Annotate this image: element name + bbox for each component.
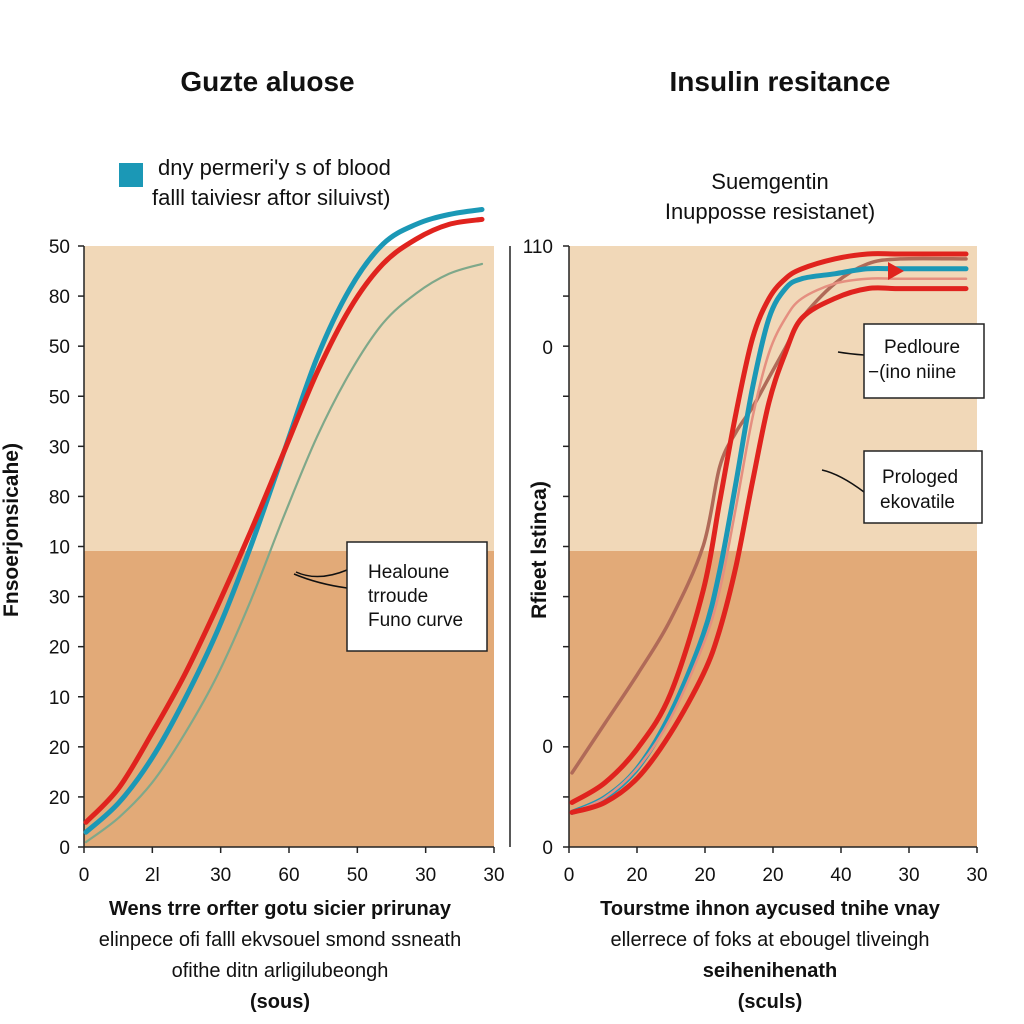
left-chart-title: Guzte aluose [180, 66, 355, 97]
right-annotation-top-leader [837, 351, 865, 356]
right-annotation-top-line1: Pedloure [884, 337, 960, 358]
red-arrow-head [888, 262, 904, 280]
left-x-ticks: 0 2l 30 60 50 30 30 [79, 847, 505, 886]
left-series-green-2 [84, 262, 484, 844]
left-y-tick-label: 80 [49, 287, 70, 308]
left-series-red-1 [83, 216, 485, 825]
right-subtitle-1: Suemgentin [711, 169, 829, 194]
right-x-tick-label: 40 [830, 865, 851, 886]
left-bottom-line1: Wens trre orfter gotu sicier prirunay [109, 898, 451, 920]
left-x-tick-label: 2l [145, 865, 160, 886]
left-y-tick-label: 50 [49, 237, 70, 258]
left-annotation-leader-2 [293, 573, 348, 589]
right-x-tick-label: 30 [898, 865, 919, 886]
left-y-tick-label: 0 [59, 838, 70, 859]
right-y-axis-label: Rfieet lstinca) [528, 481, 551, 619]
left-y-ticks: 50 80 50 50 30 80 10 30 20 10 20 20 0 [49, 237, 84, 859]
left-annotation-line2: trroude [368, 586, 428, 607]
right-annotation-mid-line1: Prologed [882, 467, 958, 488]
left-annotation-line1: Healoune [368, 562, 449, 583]
right-annotation-mid-box [863, 450, 983, 524]
right-x-tick-label: 0 [564, 865, 575, 886]
left-x-tick-label: 30 [415, 865, 436, 886]
left-y-tick-label: 50 [49, 387, 70, 408]
left-legend-line1: dny permeri'y s of blood [158, 155, 391, 180]
left-y-tick-label: 20 [49, 638, 70, 659]
left-bottom-line2: elinpece ofi falll ekvsouel smond ssneat… [98, 929, 462, 951]
right-x-tick-label: 20 [694, 865, 715, 886]
left-y-tick-label: 20 [49, 788, 70, 809]
left-y-tick-label: 80 [49, 487, 70, 508]
right-x-tick-label: 30 [966, 865, 987, 886]
left-band-light [84, 246, 494, 551]
right-band-dark [569, 551, 977, 847]
left-x-tick-label: 0 [79, 865, 90, 886]
right-series-group [569, 251, 969, 815]
left-annotation-leader [295, 569, 348, 578]
right-bottom-line3: seihenihenath [702, 960, 838, 982]
right-y-tick-label: 0 [542, 338, 553, 359]
left-x-tick-label: 50 [347, 865, 368, 886]
right-bottom-note: Tourstme ihnon aycused tnihe vnay ellerr… [535, 894, 1005, 1018]
right-annotation-top-box [863, 323, 985, 399]
left-y-tick-label: 10 [49, 538, 70, 559]
left-bottom-line4: (sous) [250, 991, 310, 1013]
left-x-tick-label: 30 [483, 865, 504, 886]
left-y-tick-label: 50 [49, 337, 70, 358]
right-series-pink-3 [570, 277, 968, 814]
right-bottom-line2: ellerrece of foks at ebougel tliveingh [610, 929, 930, 951]
right-series-red-1 [569, 251, 969, 805]
left-y-tick-label: 30 [49, 588, 70, 609]
right-x-ticks: 0 20 20 20 40 30 30 [564, 847, 988, 886]
right-y-ticks: 110 0 0 0 [523, 237, 569, 859]
left-legend-line2: falll taiviesr aftor siluivst) [152, 185, 391, 210]
right-annotation-top-line2: −(ino niine [868, 362, 956, 383]
right-series-red-4 [569, 285, 969, 815]
right-y-tick-label: 0 [542, 838, 553, 859]
left-annotation-line3: Funo curve [368, 610, 463, 631]
left-y-axis-label: Fnsoerjonsicahe) [0, 443, 23, 617]
left-x-tick-label: 60 [278, 865, 299, 886]
left-bottom-note: Wens trre orfter gotu sicier prirunay el… [40, 894, 520, 1018]
left-series-group [83, 207, 485, 844]
right-bottom-line1: Tourstme ihnon aycused tnihe vnay [600, 898, 940, 920]
right-bottom-line4: (sculs) [737, 991, 803, 1013]
left-x-tick-label: 30 [210, 865, 231, 886]
right-x-tick-label: 20 [762, 865, 783, 886]
right-y-tick-label: 0 [542, 737, 553, 758]
left-y-tick-label: 10 [49, 688, 70, 709]
right-x-tick-label: 20 [626, 865, 647, 886]
left-y-tick-label: 20 [49, 738, 70, 759]
left-annotation-box [346, 541, 488, 652]
right-annotation-mid-leader [821, 469, 865, 493]
left-y-tick-label: 30 [49, 437, 70, 458]
right-chart-title: Insulin resitance [669, 66, 891, 97]
legend-swatch-teal [119, 163, 143, 187]
right-y-tick-label: 110 [523, 237, 553, 258]
left-bottom-line3: ofithe ditn arligilubeongh [171, 960, 389, 982]
right-subtitle-2: Inupposse resistanet) [664, 199, 876, 224]
right-annotation-mid-line2: ekovatile [880, 492, 955, 513]
